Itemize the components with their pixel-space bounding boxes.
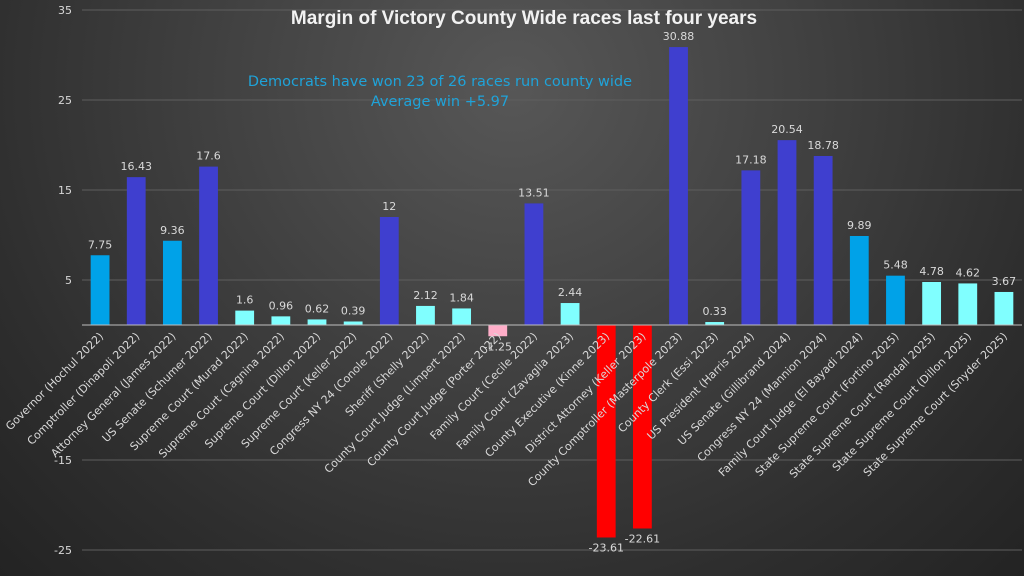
bar (958, 283, 978, 325)
data-label: 2.12 (413, 289, 438, 302)
bar (416, 305, 435, 325)
bar (669, 47, 688, 325)
data-label: -22.61 (625, 532, 660, 545)
data-label: 1.6 (236, 294, 254, 307)
bar (632, 325, 652, 529)
y-tick-label: 15 (58, 184, 72, 197)
bar (126, 177, 146, 325)
data-label: 0.39 (341, 304, 366, 317)
bar (849, 235, 869, 325)
bar (560, 303, 580, 325)
data-label: 17.18 (735, 153, 767, 166)
data-label: 18.78 (807, 139, 839, 152)
bar (596, 325, 616, 538)
data-label: 4.78 (919, 265, 944, 278)
annotation-average-win: Average win +5.97 (371, 94, 509, 110)
bar (705, 322, 725, 325)
data-label: 13.51 (518, 186, 550, 199)
bar (524, 203, 544, 325)
data-label: -1.25 (484, 340, 512, 353)
x-tick-label: Congress NY 24 (Mannion 2024) (695, 330, 830, 465)
chart-title: Margin of Victory County Wide races last… (291, 8, 757, 29)
data-label: 17.6 (196, 150, 221, 163)
data-labels: 7.75 16.43 9.36 17.6 1.6 0.96 0.62 0.39 12 2.12 1.… (88, 30, 1016, 554)
bars (90, 47, 1014, 538)
bar (162, 240, 182, 325)
data-label: -23.61 (588, 541, 623, 554)
data-label: 0.62 (305, 302, 330, 315)
data-label: 4.62 (956, 266, 981, 279)
bar (379, 217, 399, 325)
bar (307, 319, 327, 325)
bar (271, 316, 291, 325)
y-tick-label: -25 (54, 544, 72, 557)
annotation-races-won: Democrats have won 23 of 26 races run co… (248, 74, 632, 90)
bar (343, 321, 363, 325)
y-axis-ticks: 35 25 15 5 -15 -25 (54, 4, 72, 557)
x-axis-labels: Governor (Hochul 2022)Comptroller (Dinap… (3, 330, 1010, 489)
bar (741, 170, 761, 325)
bar (886, 275, 905, 325)
bar (452, 308, 472, 325)
data-label: 20.54 (771, 123, 803, 136)
y-tick-label: 25 (58, 94, 72, 107)
data-label: 16.43 (120, 160, 152, 173)
bar (922, 281, 942, 325)
data-label: 5.48 (883, 259, 908, 272)
bar (994, 291, 1014, 325)
data-label: 9.89 (847, 219, 872, 232)
bar (488, 325, 508, 337)
data-label: 2.44 (558, 286, 583, 299)
data-label: 3.67 (992, 275, 1017, 288)
data-label: 7.75 (88, 238, 113, 251)
bar (90, 255, 110, 325)
data-label: 30.88 (663, 30, 695, 43)
bar (777, 140, 797, 325)
gridlines (82, 9, 1022, 551)
data-label: 1.84 (449, 291, 474, 304)
bar (813, 155, 833, 325)
bar (199, 166, 218, 325)
y-tick-label: 35 (58, 4, 72, 17)
y-tick-label: -15 (54, 454, 72, 467)
data-label: 12 (382, 200, 396, 213)
bar (235, 310, 255, 325)
data-label: 0.96 (269, 299, 294, 312)
data-label: 0.33 (702, 305, 727, 318)
y-tick-label: 5 (65, 274, 72, 287)
data-label: 9.36 (160, 224, 185, 237)
